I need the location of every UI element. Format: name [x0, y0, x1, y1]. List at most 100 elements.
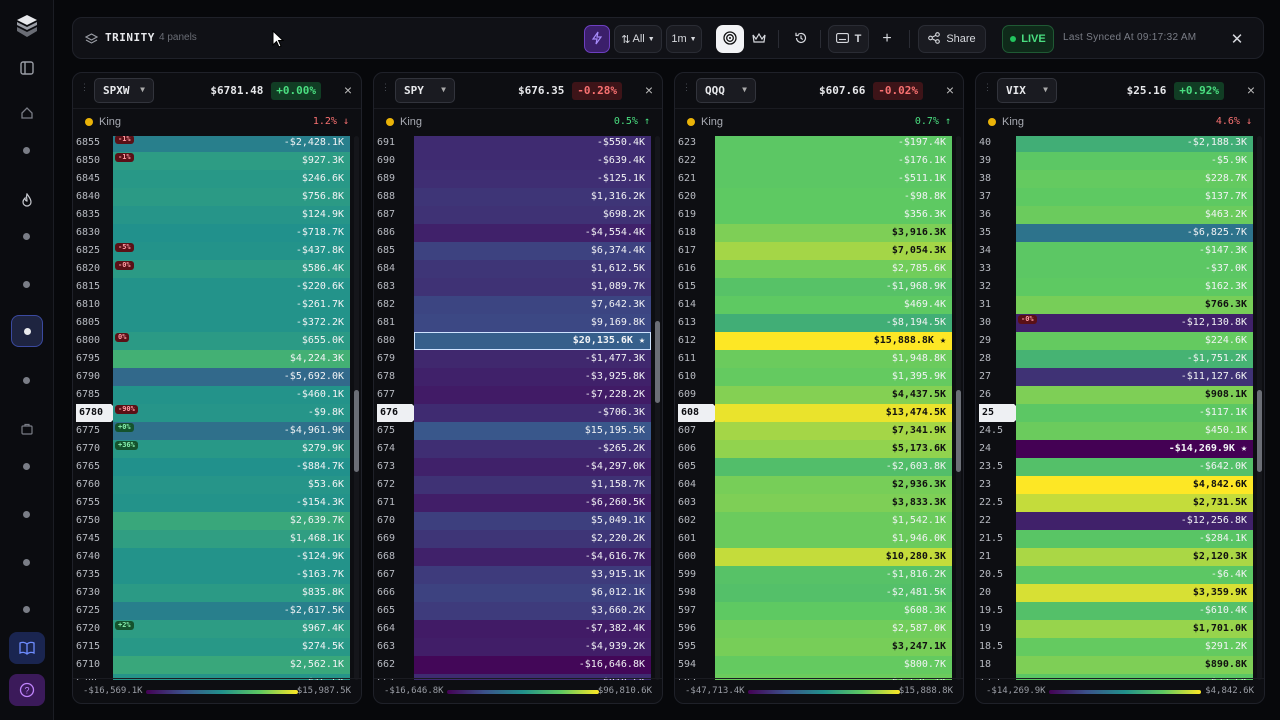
strike-row[interactable]: 674 -$265.2K [374, 440, 654, 458]
strike-row[interactable]: 614 $469.4K [675, 296, 955, 314]
scrollbar[interactable] [956, 136, 961, 680]
drag-handle-icon[interactable]: ⋮ [80, 83, 89, 93]
heat-cell[interactable]: $4,842.6K [1016, 476, 1253, 494]
heat-cell[interactable]: $274.5K [113, 638, 350, 656]
strike-row[interactable]: 28 -$1,751.2K [976, 350, 1256, 368]
strike-row[interactable]: 672 $1,158.7K [374, 476, 654, 494]
strike-row[interactable]: 24 -$14,269.9K ★ [976, 440, 1256, 458]
heat-cell[interactable]: $137.7K [1016, 188, 1253, 206]
logo-cube-icon[interactable] [11, 10, 43, 42]
strike-row[interactable]: 676 -$706.3K [374, 404, 654, 422]
heat-cell[interactable]: -$610.4K [1016, 602, 1253, 620]
strike-heatmap[interactable]: 691 -$550.4K 690 -$639.4K 689 -$125.1K 688 $1,3… [374, 136, 654, 680]
heat-cell[interactable]: $463.2K [1016, 206, 1253, 224]
heat-cell[interactable]: -$2,481.5K [715, 584, 952, 602]
strike-row[interactable]: 621 -$511.1K [675, 170, 955, 188]
heat-cell[interactable]: $3,915.1K [414, 566, 651, 584]
heat-cell[interactable]: $3,660.2K [414, 602, 651, 620]
strike-row[interactable]: 6720 $967.4K +2% [73, 620, 353, 638]
heat-cell[interactable]: -$197.4K [715, 136, 952, 152]
strike-row[interactable]: 33 -$37.0K [976, 260, 1256, 278]
nav-dot[interactable] [23, 377, 30, 384]
strike-row[interactable]: 608 $13,474.5K [675, 404, 955, 422]
heat-cell[interactable]: -$2,617.5K [113, 602, 350, 620]
strike-row[interactable]: 22 -$12,256.8K [976, 512, 1256, 530]
symbol-dropdown[interactable]: VIX ▼ [997, 78, 1057, 103]
grid-icon[interactable] [11, 315, 43, 347]
heat-cell[interactable]: $2,731.5K [1016, 494, 1253, 512]
heat-cell[interactable]: -$163.7K [113, 566, 350, 584]
heat-cell[interactable]: -$2,603.8K [715, 458, 952, 476]
heat-cell[interactable]: -$176.1K [715, 152, 952, 170]
heat-cell[interactable]: $13,474.5K [715, 404, 952, 422]
heat-cell[interactable]: $1,542.1K [715, 512, 952, 530]
heat-cell[interactable]: $2,639.7K [113, 512, 350, 530]
heat-cell[interactable]: -$718.7K [113, 224, 350, 242]
strike-row[interactable]: 597 $608.3K [675, 602, 955, 620]
heat-cell[interactable]: $162.3K [1016, 278, 1253, 296]
strike-row[interactable]: 619 $356.3K [675, 206, 955, 224]
strike-row[interactable]: 620 -$98.8K [675, 188, 955, 206]
heat-cell[interactable]: $1,701.0K [1016, 620, 1253, 638]
scrollbar-thumb[interactable] [655, 320, 660, 403]
strike-heatmap[interactable]: 6855 -$2,428.1K -1% 6850 $927.3K -1% 6845 $246.… [73, 136, 353, 680]
strike-row[interactable]: 6740 -$124.9K [73, 548, 353, 566]
strike-row[interactable]: 683 $1,089.7K [374, 278, 654, 296]
strike-row[interactable]: 663 -$4,939.2K [374, 638, 654, 656]
strike-row[interactable]: 6775 -$4,961.9K +0% [73, 422, 353, 440]
heat-cell[interactable]: -$1,968.9K [715, 278, 952, 296]
sidebar-toggle-icon[interactable] [11, 52, 43, 84]
strike-row[interactable]: 666 $6,012.1K [374, 584, 654, 602]
heat-cell[interactable]: -$154.3K [113, 494, 350, 512]
strike-row[interactable]: 607 $7,341.9K [675, 422, 955, 440]
strike-row[interactable]: 27 -$11,127.6K [976, 368, 1256, 386]
scrollbar[interactable] [354, 136, 359, 680]
strike-row[interactable]: 689 -$125.1K [374, 170, 654, 188]
target-view-button[interactable] [716, 25, 744, 53]
heat-cell[interactable]: -$5,692.0K [113, 368, 350, 386]
strike-row[interactable]: 19.5 -$610.4K [976, 602, 1256, 620]
heat-cell[interactable]: $967.4K +2% [113, 620, 350, 638]
heat-cell[interactable]: $1,612.5K [414, 260, 651, 278]
heat-cell[interactable]: $608.3K [715, 602, 952, 620]
strike-row[interactable]: 21.5 -$284.1K [976, 530, 1256, 548]
strike-row[interactable]: 6715 $274.5K [73, 638, 353, 656]
strike-row[interactable]: 673 -$4,297.0K [374, 458, 654, 476]
drag-handle-icon[interactable]: ⋮ [381, 83, 390, 93]
strike-row[interactable]: 681 $9,169.8K [374, 314, 654, 332]
heat-cell[interactable]: $3,359.9K [1016, 584, 1253, 602]
history-button[interactable] [788, 25, 814, 53]
strike-row[interactable]: 669 $2,220.2K [374, 530, 654, 548]
heat-cell[interactable]: -$4,961.9K +0% [113, 422, 350, 440]
strike-row[interactable]: 601 $1,946.0K [675, 530, 955, 548]
keyboard-t-button[interactable]: T [828, 25, 869, 53]
heat-cell[interactable]: -$884.7K [113, 458, 350, 476]
heat-cell[interactable]: $228.7K [1016, 170, 1253, 188]
heat-cell[interactable]: -$706.3K [414, 404, 651, 422]
strike-row[interactable]: 603 $3,833.3K [675, 494, 955, 512]
strike-row[interactable]: 691 -$550.4K [374, 136, 654, 152]
strike-row[interactable]: 684 $1,612.5K [374, 260, 654, 278]
heat-cell[interactable]: $5,173.6K [715, 440, 952, 458]
heat-cell[interactable]: -$147.3K [1016, 242, 1253, 260]
strike-row[interactable]: 678 -$3,925.8K [374, 368, 654, 386]
strike-row[interactable]: 31 $766.3K [976, 296, 1256, 314]
heat-cell[interactable]: -$6,260.5K [414, 494, 651, 512]
scrollbar[interactable] [655, 136, 660, 680]
heat-cell[interactable]: -$117.1K [1016, 404, 1253, 422]
strike-row[interactable]: 613 -$8,194.5K [675, 314, 955, 332]
symbol-dropdown[interactable]: SPY ▼ [395, 78, 455, 103]
heat-cell[interactable]: $2,562.1K [113, 656, 350, 674]
strike-row[interactable]: 667 $3,915.1K [374, 566, 654, 584]
heat-cell[interactable]: $5,049.1K [414, 512, 651, 530]
heat-cell[interactable]: $469.4K [715, 296, 952, 314]
strike-row[interactable]: 6755 -$154.3K [73, 494, 353, 512]
heat-cell[interactable]: $835.8K [113, 584, 350, 602]
heat-cell[interactable]: -$642.0K [1016, 458, 1253, 476]
heat-cell[interactable]: $246.6K [113, 170, 350, 188]
strike-heatmap[interactable]: 623 -$197.4K 622 -$176.1K 621 -$511.1K 620 -$98… [675, 136, 955, 680]
heat-cell[interactable]: $7,341.9K [715, 422, 952, 440]
heat-cell[interactable]: -$265.2K [414, 440, 651, 458]
heat-cell[interactable]: $7,054.3K [715, 242, 952, 260]
strike-row[interactable]: 665 $3,660.2K [374, 602, 654, 620]
